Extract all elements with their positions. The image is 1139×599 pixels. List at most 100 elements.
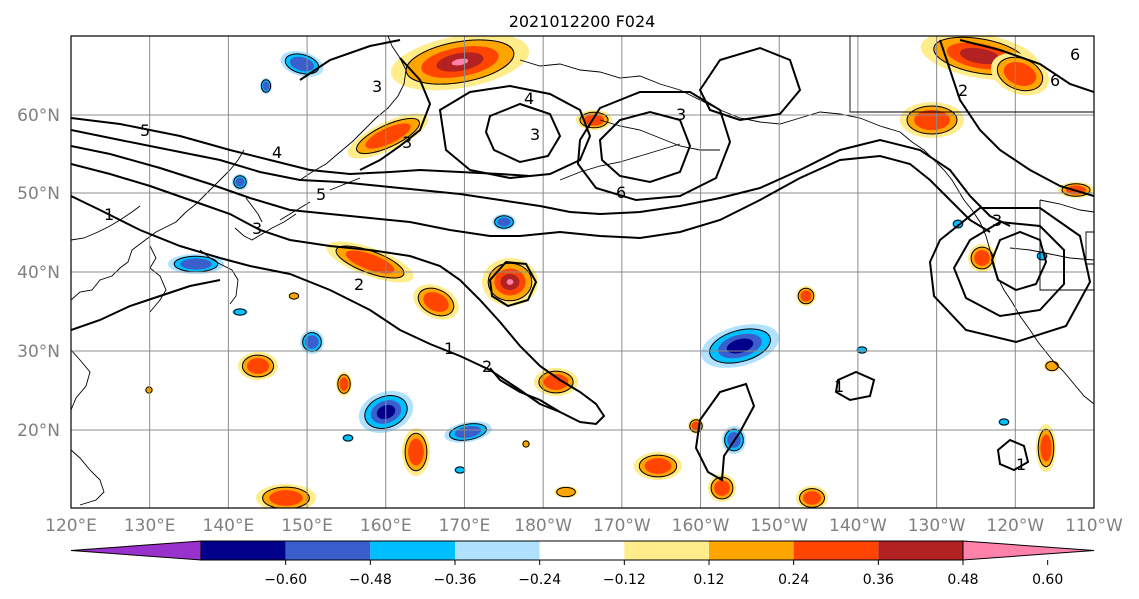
positive-anomaly: [482, 258, 538, 306]
negative-anomaly: [952, 219, 964, 229]
colorbar-tick-label: 0.60: [1032, 572, 1063, 588]
anomaly-level: [644, 458, 672, 474]
contour-label: 2: [354, 275, 364, 294]
lon-tick-label: 130°W: [908, 516, 966, 536]
contour-ring-high: [698, 46, 802, 122]
colorbar-tick-label: 0.24: [778, 572, 809, 588]
colorbar-segment: [370, 541, 455, 560]
anomaly-level: [454, 426, 482, 438]
anomaly-level: [856, 346, 868, 354]
contour-ring-2b: [939, 39, 1094, 197]
anomaly-level: [959, 47, 1001, 65]
contour-ring-sub: [694, 382, 756, 482]
positive-anomaly: [413, 284, 459, 320]
anomaly-level: [800, 290, 812, 302]
contour-label: 3: [402, 133, 412, 152]
positive-anomaly: [256, 484, 316, 508]
negative-anomaly: [280, 51, 324, 77]
anomaly-level: [726, 338, 754, 354]
contour-label: 4: [272, 143, 282, 162]
positive-anomaly: [1044, 360, 1060, 372]
positive-anomaly: [708, 474, 736, 502]
gridlines: [71, 36, 1094, 508]
lon-tick-label: 170°E: [439, 516, 491, 536]
anomaly-level: [998, 418, 1010, 426]
contour-line-3c: [299, 39, 401, 81]
negative-anomaly: [168, 254, 224, 274]
anomaly-level: [1040, 434, 1052, 462]
anomaly-level: [262, 81, 270, 91]
colorbar-segment: [201, 541, 286, 560]
anomaly-level: [454, 466, 466, 474]
negative-anomaly: [998, 418, 1010, 426]
contour-label: 2: [482, 357, 492, 376]
positive-anomaly: [288, 292, 300, 300]
positive-anomaly: [554, 486, 578, 498]
lon-tick-label: 140°W: [829, 516, 887, 536]
colorbar-tick-label: −0.24: [518, 572, 561, 588]
contour-line-1a: [71, 195, 561, 413]
shaded-anomalies: [145, 36, 1094, 508]
colorbar: −0.60 −0.48 −0.36 −0.24 −0.12 0.12 0.24 0.36 0.4…: [70, 540, 1095, 588]
colorbar-segment: [455, 541, 540, 560]
anomaly-level: [339, 377, 349, 391]
lat-tick-label: 40°N: [17, 263, 60, 283]
contour-ring-5: [576, 91, 732, 202]
positive-anomaly: [326, 241, 414, 283]
lat-tick-label: 20°N: [17, 421, 60, 441]
positive-anomaly: [145, 386, 153, 394]
contour-label: 1: [444, 339, 454, 358]
anomaly-level: [556, 486, 576, 498]
colorbar-tick-label: −0.36: [434, 572, 477, 588]
contour-label: 3: [372, 77, 382, 96]
colorbar-segment: [539, 541, 625, 560]
contour-line-3b: [359, 57, 432, 171]
anomaly-level: [952, 219, 964, 229]
contour-ring-180: [488, 260, 538, 308]
lon-tick-label: 150°E: [281, 516, 333, 536]
lon-tick-label: 120°W: [986, 516, 1044, 536]
contour-ring-low-east-1: [990, 230, 1048, 292]
positive-anomaly: [390, 36, 530, 91]
positive-anomaly: [534, 368, 578, 396]
contour-label: 1: [1016, 455, 1026, 474]
anomaly-level: [305, 335, 319, 349]
contour-line-3a: [71, 145, 991, 240]
negative-anomaly: [232, 174, 248, 190]
positive-anomaly: [796, 286, 816, 306]
anomaly-level: [288, 292, 300, 300]
positive-anomaly: [1036, 424, 1056, 472]
contour-ring-6b: [959, 39, 1094, 93]
contour-line-4a: [71, 129, 1011, 227]
negative-anomaly: [492, 214, 516, 230]
anomaly-level: [246, 358, 270, 374]
contour-label: 5: [316, 185, 326, 204]
lon-tick-label: 170°W: [593, 516, 651, 536]
contour-label: 5: [140, 121, 150, 140]
positive-anomaly: [688, 418, 704, 434]
lat-tick-label: 60°N: [17, 106, 60, 126]
positive-anomaly: [900, 102, 964, 138]
anomaly-level: [233, 308, 247, 316]
lon-tick-label: 160°W: [672, 516, 730, 536]
lon-tick-label: 150°W: [750, 516, 808, 536]
anomaly-level: [408, 438, 424, 466]
contour-label: 3: [992, 211, 1002, 230]
negative-anomaly: [232, 308, 248, 316]
colorbar-tick-label: −0.48: [349, 572, 392, 588]
positive-anomaly: [347, 113, 429, 159]
contour-label: 6: [616, 183, 626, 202]
contour-label: 2: [958, 81, 968, 100]
contour-line-1b: [71, 279, 221, 331]
contour-label: 6: [1070, 45, 1080, 64]
colorbar-segment: [878, 541, 963, 560]
lon-tick-label: 160°E: [360, 516, 412, 536]
coastline-north-america: [963, 199, 1094, 405]
anomaly-level: [583, 114, 605, 126]
coastline-asia: [71, 149, 297, 506]
anomaly-level: [180, 258, 212, 270]
contour-label: 1: [834, 377, 844, 396]
anomaly-level: [506, 279, 514, 285]
lon-tick-label: 120°E: [45, 516, 97, 536]
